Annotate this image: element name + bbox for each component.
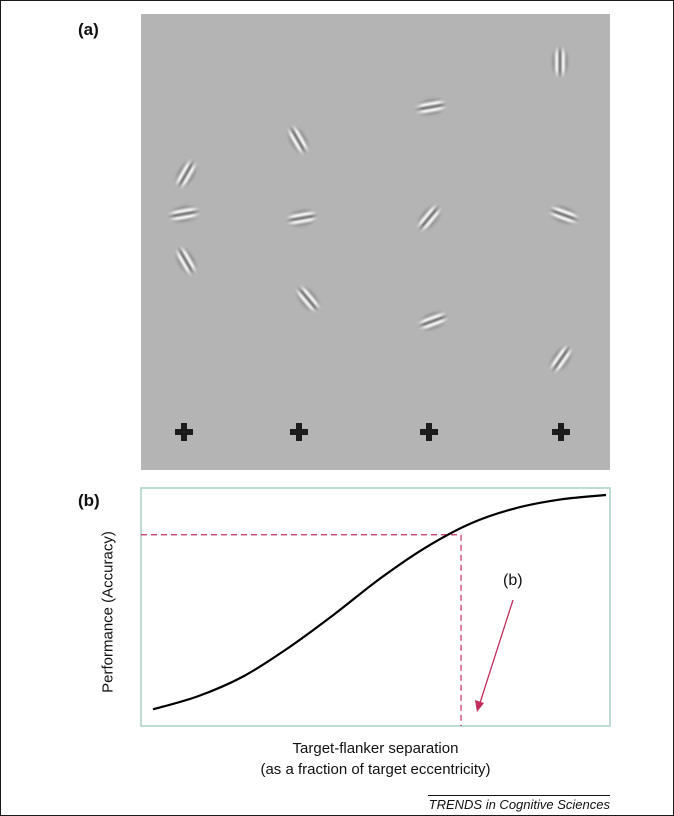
panel-a-label: (a) bbox=[78, 20, 99, 39]
panel-b-label: (b) bbox=[78, 491, 100, 510]
footer-rule bbox=[428, 795, 610, 796]
annotation-arrowhead-icon bbox=[475, 700, 484, 712]
gabor-flanker-patch bbox=[173, 246, 199, 276]
fixation-cross-icon bbox=[175, 423, 193, 441]
annotation-arrow bbox=[478, 599, 514, 707]
fixation-cross-icon bbox=[290, 423, 308, 441]
gabor-target-patch bbox=[415, 203, 443, 233]
x-axis-label-sub: (as a fraction of target eccentricity) bbox=[260, 761, 491, 778]
performance-curve bbox=[152, 493, 607, 711]
gabor-flanker-patch bbox=[549, 46, 571, 78]
stimulus-canvas bbox=[168, 46, 580, 441]
gabor-flanker-patch bbox=[285, 125, 311, 155]
gabor-flanker-patch bbox=[294, 284, 322, 314]
annotation-b: (b) bbox=[503, 572, 523, 589]
crowding-stimulus-panel bbox=[141, 14, 610, 470]
gabor-flanker-patch bbox=[417, 309, 449, 333]
gabor-flanker-patch bbox=[415, 95, 447, 119]
journal-footer: TRENDS in Cognitive Sciences bbox=[428, 797, 610, 812]
fixation-cross-icon bbox=[552, 423, 570, 441]
gabor-target-patch bbox=[548, 203, 580, 227]
gabor-flanker-patch bbox=[548, 344, 574, 374]
gabor-flanker-patch bbox=[173, 159, 199, 189]
fixation-cross-icon bbox=[420, 423, 438, 441]
x-axis-label: Target-flanker separation bbox=[292, 740, 459, 757]
gabor-target-patch bbox=[286, 206, 318, 230]
chart-frame bbox=[140, 487, 611, 727]
gabor-target-patch bbox=[168, 202, 200, 226]
